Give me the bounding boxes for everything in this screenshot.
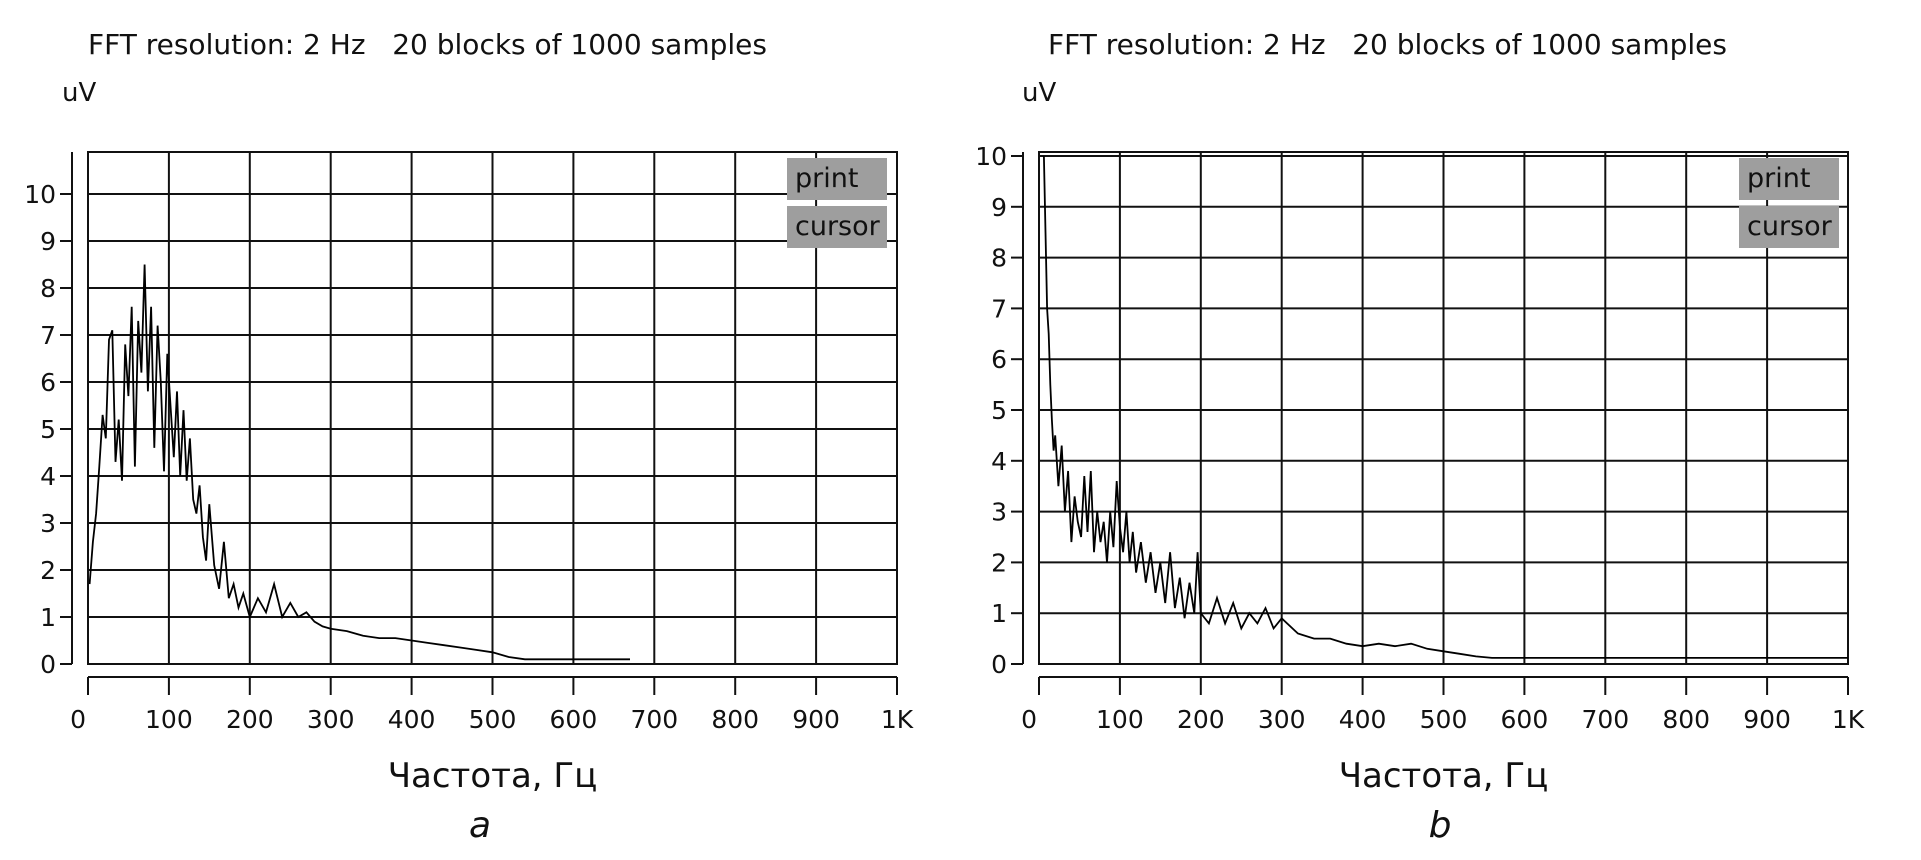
cursor-button[interactable]: cursor [1739,206,1839,248]
chart-header: FFT resolution: 2 Hz 20 blocks of 1000 s… [88,28,767,61]
spectrum-line [88,264,630,661]
y-tick-label: 2 [991,548,1007,577]
x-tick-label: 800 [1662,705,1710,734]
y-tick-label: 10 [24,180,56,209]
x-tick-label: 1K [881,705,914,734]
x-tick-label: 800 [711,705,759,734]
x-tick-label: 700 [630,705,678,734]
x-axis-title: Частота, Гц [1339,756,1549,796]
x-tick-label: 100 [1096,705,1144,734]
y-tick-label: 8 [991,244,1007,273]
print-button[interactable]: print [787,158,887,200]
y-tick-label: 4 [40,462,56,491]
y-tick-label: 8 [40,274,56,303]
y-tick-label: 2 [40,556,56,585]
spectrum-line [1043,155,1848,659]
x-tick-label: 400 [388,705,436,734]
x-tick-label: 500 [1420,705,1468,734]
chart-header: FFT resolution: 2 Hz 20 blocks of 1000 s… [1048,28,1727,61]
x-tick-label: 300 [1258,705,1306,734]
y-tick-label: 4 [991,447,1007,476]
x-tick-label: 700 [1581,705,1629,734]
y-tick-label: 5 [991,396,1007,425]
y-tick-label: 3 [991,498,1007,527]
y-axis-unit: uV [62,78,97,108]
y-tick-label: 9 [991,193,1007,222]
panel-caption: b [1428,805,1452,846]
chart-panel-b: FFT resolution: 2 Hz 20 blocks of 1000 s… [960,0,1920,860]
y-tick-label: 7 [991,294,1007,323]
panel-caption: a [468,805,492,846]
x-tick-label: 100 [145,705,193,734]
y-tick-label: 0 [40,650,56,679]
y-tick-label: 6 [991,345,1007,374]
x-tick-label: 200 [1177,705,1225,734]
x-tick-label: 1K [1832,705,1865,734]
chart-panel-a: FFT resolution: 2 Hz 20 blocks of 1000 s… [0,0,960,860]
print-button[interactable]: print [1739,158,1839,200]
x-tick-label: 600 [550,705,598,734]
x-tick-label: 0 [1021,705,1037,734]
cursor-button[interactable]: cursor [787,206,887,248]
y-tick-label: 1 [991,599,1007,628]
y-tick-label: 0 [991,650,1007,679]
y-tick-label: 10 [975,142,1007,171]
x-tick-label: 500 [469,705,517,734]
y-tick-label: 3 [40,509,56,538]
x-tick-label: 400 [1339,705,1387,734]
x-tick-label: 900 [1743,705,1791,734]
x-tick-label: 300 [307,705,355,734]
x-tick-label: 200 [226,705,274,734]
x-tick-label: 600 [1501,705,1549,734]
y-tick-label: 1 [40,603,56,632]
y-tick-label: 9 [40,227,56,256]
y-axis-unit: uV [1022,78,1057,108]
x-tick-label: 0 [70,705,86,734]
y-tick-label: 5 [40,415,56,444]
y-tick-label: 6 [40,368,56,397]
x-axis-title: Частота, Гц [388,756,598,796]
y-tick-label: 7 [40,321,56,350]
x-tick-label: 900 [792,705,840,734]
